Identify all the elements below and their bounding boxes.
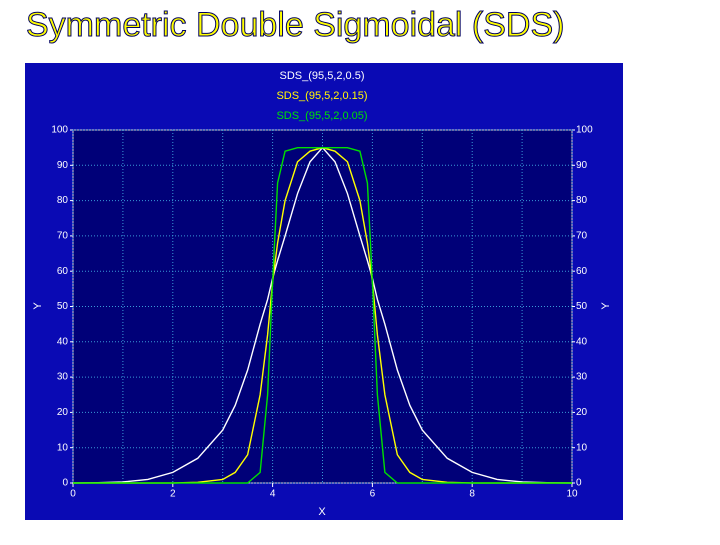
y-tick-label: 50 (57, 301, 69, 312)
y-tick-label-right: 40 (576, 336, 588, 347)
x-tick-label: 6 (370, 489, 376, 500)
y-tick-label: 80 (57, 195, 69, 206)
y-tick-label: 100 (51, 125, 68, 136)
y-tick-label-right: 30 (576, 372, 588, 383)
x-tick-label: 2 (170, 489, 176, 500)
series-line (73, 146, 572, 484)
y-axis-label: Y (32, 302, 44, 310)
y-tick-label: 90 (57, 160, 69, 171)
legend-entry: SDS_(95,5,2,0.15) (276, 90, 367, 102)
y-tick-label-right: 20 (576, 407, 588, 418)
y-tick-label: 60 (57, 266, 69, 277)
y-tick-label: 40 (57, 336, 69, 347)
y-tick-label-right: 80 (576, 195, 588, 206)
x-axis-label: X (318, 506, 326, 518)
y-tick-label-right: 100 (576, 125, 593, 136)
y-tick-label: 0 (62, 478, 68, 489)
x-tick-label: 8 (469, 489, 475, 500)
y-tick-label: 20 (57, 407, 69, 418)
y-tick-label-right: 0 (576, 478, 582, 489)
y-tick-label-right: 10 (576, 442, 588, 453)
y-tick-label-right: 70 (576, 231, 588, 242)
slide-title: Symmetric Double Sigmoidal (SDS) (26, 6, 565, 44)
y-axis-label-right: Y (600, 302, 612, 310)
x-tick-label: 10 (566, 489, 578, 500)
legend-entry: SDS_(95,5,2,0.5) (280, 70, 365, 82)
y-tick-label-right: 50 (576, 301, 588, 312)
legend-entry: SDS_(95,5,2,0.05) (276, 110, 367, 122)
y-tick-label-right: 90 (576, 160, 588, 171)
x-tick-label: 0 (70, 489, 76, 500)
y-tick-label-right: 60 (576, 266, 588, 277)
x-tick-label: 4 (270, 489, 276, 500)
y-tick-label: 70 (57, 231, 69, 242)
y-tick-label: 30 (57, 372, 69, 383)
y-tick-label: 10 (57, 442, 69, 453)
